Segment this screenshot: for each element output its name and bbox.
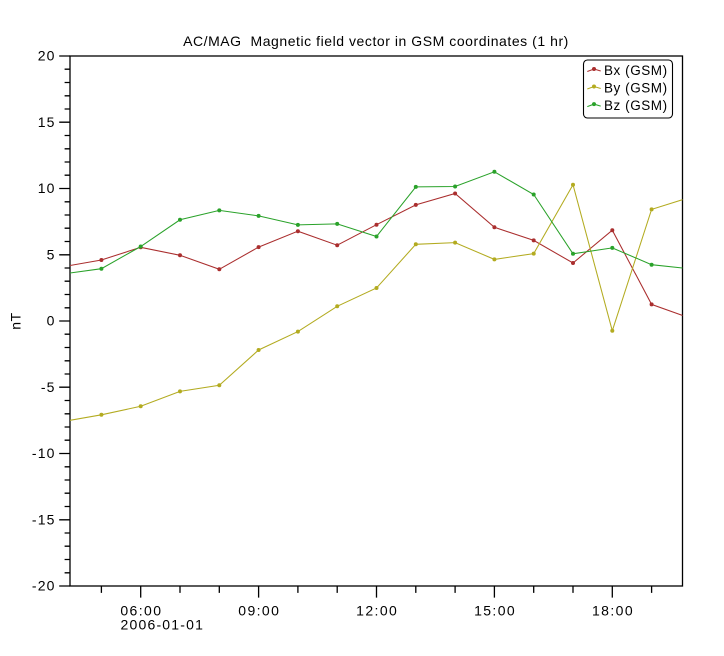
svg-text:20: 20 bbox=[38, 48, 56, 64]
svg-text:15:00: 15:00 bbox=[474, 602, 516, 618]
svg-text:0: 0 bbox=[47, 313, 56, 329]
svg-text:15: 15 bbox=[38, 114, 56, 130]
svg-text:06:00: 06:00 bbox=[120, 602, 162, 618]
svg-text:10: 10 bbox=[38, 180, 56, 196]
svg-text:AC/MAG Magnetic field vector: AC/MAG Magnetic field vector in GSM coor… bbox=[183, 33, 569, 49]
svg-text:09:00: 09:00 bbox=[238, 602, 280, 618]
svg-text:-5: -5 bbox=[41, 379, 56, 395]
svg-text:12:00: 12:00 bbox=[356, 602, 398, 618]
svg-text:By (GSM): By (GSM) bbox=[604, 80, 668, 95]
svg-text:-10: -10 bbox=[32, 445, 56, 461]
svg-text:2006-01-01: 2006-01-01 bbox=[121, 617, 205, 633]
svg-text:nT: nT bbox=[8, 312, 24, 330]
svg-text:-20: -20 bbox=[32, 578, 56, 594]
svg-text:Bz (GSM): Bz (GSM) bbox=[604, 98, 668, 113]
svg-text:-15: -15 bbox=[32, 512, 56, 528]
svg-text:5: 5 bbox=[47, 246, 56, 262]
svg-text:Bx (GSM): Bx (GSM) bbox=[604, 63, 668, 78]
svg-text:18:00: 18:00 bbox=[592, 602, 634, 618]
